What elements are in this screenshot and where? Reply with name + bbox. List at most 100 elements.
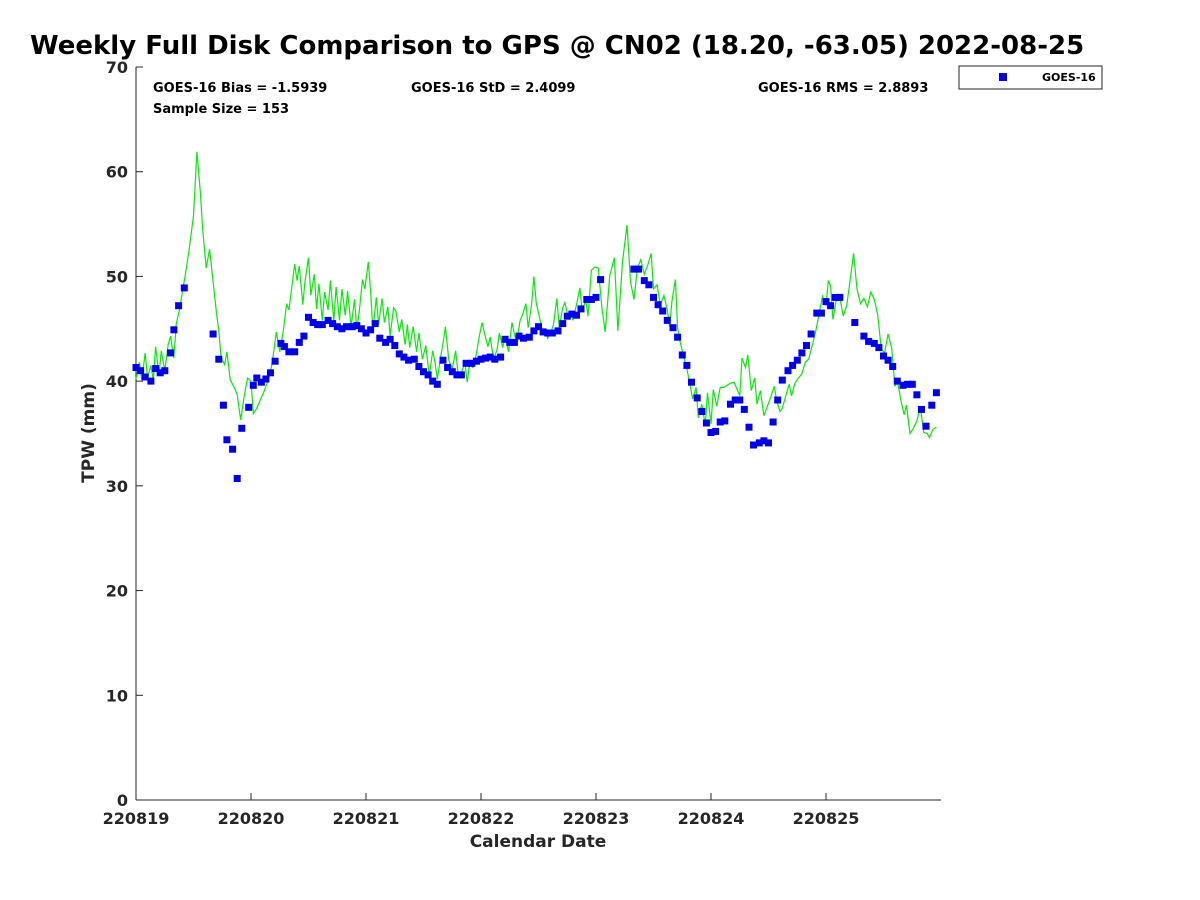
goes-data-point [880,352,887,360]
goes-data-point [688,378,695,386]
goes-data-point [477,355,485,363]
x-tick-label: 220820 [218,809,285,828]
goes-data-point [525,333,533,341]
goes-data-point [544,329,552,337]
goes-data-point [457,371,465,379]
goes-data-point [932,389,940,397]
x-tick-label: 220824 [678,809,745,828]
goes-data-point [663,316,671,324]
goes-data-point [141,373,149,381]
goes-data-point [132,364,140,371]
goes-data-point [712,427,720,435]
legend: GOES-16 [958,65,1103,90]
goes-data-point [548,329,556,337]
goes-data-point [875,344,883,352]
goes-data-point [318,321,326,329]
goes-data-point [353,322,361,330]
goes-data-point [721,417,729,425]
goes-data-point [295,338,303,346]
goes-data-point [147,377,155,385]
plot-area [136,67,941,800]
goes-data-point [765,439,772,447]
goes-data-point [229,445,237,453]
goes-data-point [497,353,505,361]
chart-title: Weekly Full Disk Comparison to GPS @ CN0… [30,31,1084,61]
x-tick-label: 220825 [793,809,860,828]
goes-data-point [587,296,595,303]
gps-line [135,151,937,440]
goes-data-point [803,342,810,349]
goes-data-point [338,325,346,333]
goes-data-point [597,276,605,284]
goes-data-point [314,321,322,329]
goes-data-point [333,323,341,331]
goes-data-point [778,376,786,384]
goes-data-point [267,369,274,377]
gps-series [135,151,937,440]
goes-data-point [784,367,792,375]
goes-data-point [238,424,246,432]
goes-data-point [865,337,873,345]
goes-data-point [731,396,739,404]
goes-data-point [870,339,878,347]
goes-data-point [760,437,768,445]
goes-data-point [439,356,447,364]
goes-data-point [506,338,514,346]
goes-data-point [635,265,642,273]
goes-data-point [889,363,897,370]
goes-data-point [324,316,332,324]
goes-data-point [530,327,538,335]
goes-data-point [904,380,912,388]
goes-data-point [913,391,921,399]
y-tick-label: 50 [106,267,128,286]
goes-data-point [736,396,744,404]
goes-data-point [693,394,701,402]
goes-data-point [482,354,490,362]
legend-marker-goes16 [999,73,1007,81]
goes-data-point [539,328,547,336]
goes-data-point [928,401,936,409]
goes-data-point [433,380,441,388]
goes-data-point [583,296,591,303]
goes-data-point [918,405,925,413]
goes-data-point [745,423,753,431]
goes-data-point [650,293,657,301]
goes-data-point [219,401,227,409]
goes-data-point [152,365,160,373]
std-stat: GOES-16 StD = 2.4099 [411,81,575,96]
goes-data-point [271,357,279,365]
y-tick-label: 70 [106,58,128,77]
x-tick-label: 220821 [333,809,400,828]
sample-size-stat: Sample Size = 153 [153,102,289,117]
goes-data-point [707,429,715,436]
y-tick-label: 10 [106,686,128,705]
goes-data-point [899,381,907,389]
goes-data-point [822,298,830,306]
goes-data-point [367,326,375,334]
goes-data-point [520,334,527,342]
goes-data-point [669,324,677,332]
goes-data-point [813,309,821,317]
goes-data-point [515,332,523,340]
legend-box [958,65,1103,90]
y-axis-label: TPW (mm) [79,383,99,483]
goes-data-point [807,330,815,338]
goes-data-point [453,371,461,379]
goes-data-point [233,475,241,482]
goes-data-point [391,342,399,349]
goes-data-point [659,307,667,315]
goes-data-point [223,436,231,444]
goes-data-point [175,302,183,310]
goes-data-point [884,356,892,364]
goes-data-point [769,418,777,426]
goes-data-point [817,309,825,317]
goes-data-point [851,319,859,326]
goes-data-point [305,313,312,321]
goes-data-point [683,361,691,369]
goes-data-point [535,323,542,331]
goes-data-point [253,374,261,382]
goes-data-point [329,320,337,328]
goes-data-point [630,265,638,273]
goes-data-point [249,381,257,389]
